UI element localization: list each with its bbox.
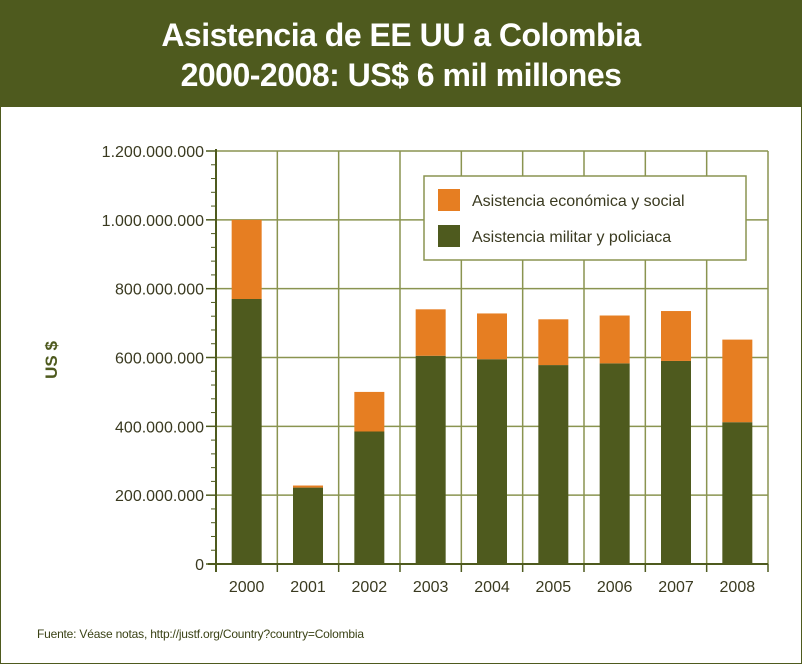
bar-2008-military <box>722 422 753 564</box>
y-axis-label: US $ <box>42 341 61 379</box>
x-tick-label: 2000 <box>229 579 265 596</box>
legend: Asistencia económica y social Asistencia… <box>423 175 747 261</box>
tick-labels: 0 200.000.000 400.000.000 600.000.000 800.00… <box>102 144 756 596</box>
chart-header: Asistencia de EE UU a Colombia 2000-2008… <box>1 1 801 107</box>
x-tick-label: 2004 <box>474 579 510 596</box>
y-tick-label: 600.000.000 <box>115 351 204 368</box>
x-tick-label: 2005 <box>536 579 572 596</box>
bar-2002-economic <box>354 391 385 432</box>
legend-label-military: Asistencia militar y policiaca <box>472 229 671 246</box>
y-tick-label: 200.000.000 <box>115 488 204 505</box>
bar-2005-economic <box>538 319 569 366</box>
y-tick-label: 1.000.000.000 <box>102 213 204 230</box>
bars <box>231 219 753 564</box>
bar-2007-military <box>661 360 691 564</box>
legend-box <box>423 175 747 261</box>
bar-2008-economic <box>722 339 753 423</box>
legend-swatch-military <box>438 225 460 247</box>
y-tick-label: 0 <box>195 557 204 574</box>
bar-2001-military <box>293 487 323 564</box>
bar-2006-military <box>599 363 630 564</box>
y-tick-label: 800.000.000 <box>115 282 204 299</box>
bar-2005-military <box>538 365 569 564</box>
bar-2007-economic <box>661 311 691 361</box>
bar-2000-military <box>231 298 262 564</box>
source-note: Fuente: Véase notas, http://justf.org/Co… <box>37 627 364 641</box>
x-tick-label: 2002 <box>352 579 388 596</box>
x-tick-label: 2003 <box>413 579 449 596</box>
legend-swatch-economic <box>438 189 460 211</box>
y-tick-label: 1.200.000.000 <box>102 144 204 161</box>
y-tick-label: 400.000.000 <box>115 419 204 436</box>
x-tick-label: 2006 <box>597 579 633 596</box>
bar-2000-economic <box>231 219 262 299</box>
bar-2002-military <box>354 431 385 564</box>
bar-2004-economic <box>477 313 507 360</box>
chart-title-line-2: 2000-2008: US$ 6 mil millones <box>180 57 622 93</box>
bar-2003-economic <box>415 309 446 356</box>
x-tick-label: 2001 <box>290 579 326 596</box>
legend-label-economic: Asistencia económica y social <box>472 193 685 210</box>
bar-2006-economic <box>599 315 630 364</box>
bar-2004-military <box>477 359 507 564</box>
stacked-bar-chart: 0 200.000.000 400.000.000 600.000.000 800.00… <box>42 144 769 596</box>
x-tick-label: 2007 <box>658 579 694 596</box>
chart-title-line-1: Asistencia de EE UU a Colombia <box>161 17 641 53</box>
bar-2001-economic <box>293 485 323 488</box>
axes <box>206 149 769 572</box>
bar-2003-military <box>415 355 446 564</box>
x-tick-label: 2008 <box>720 579 756 596</box>
